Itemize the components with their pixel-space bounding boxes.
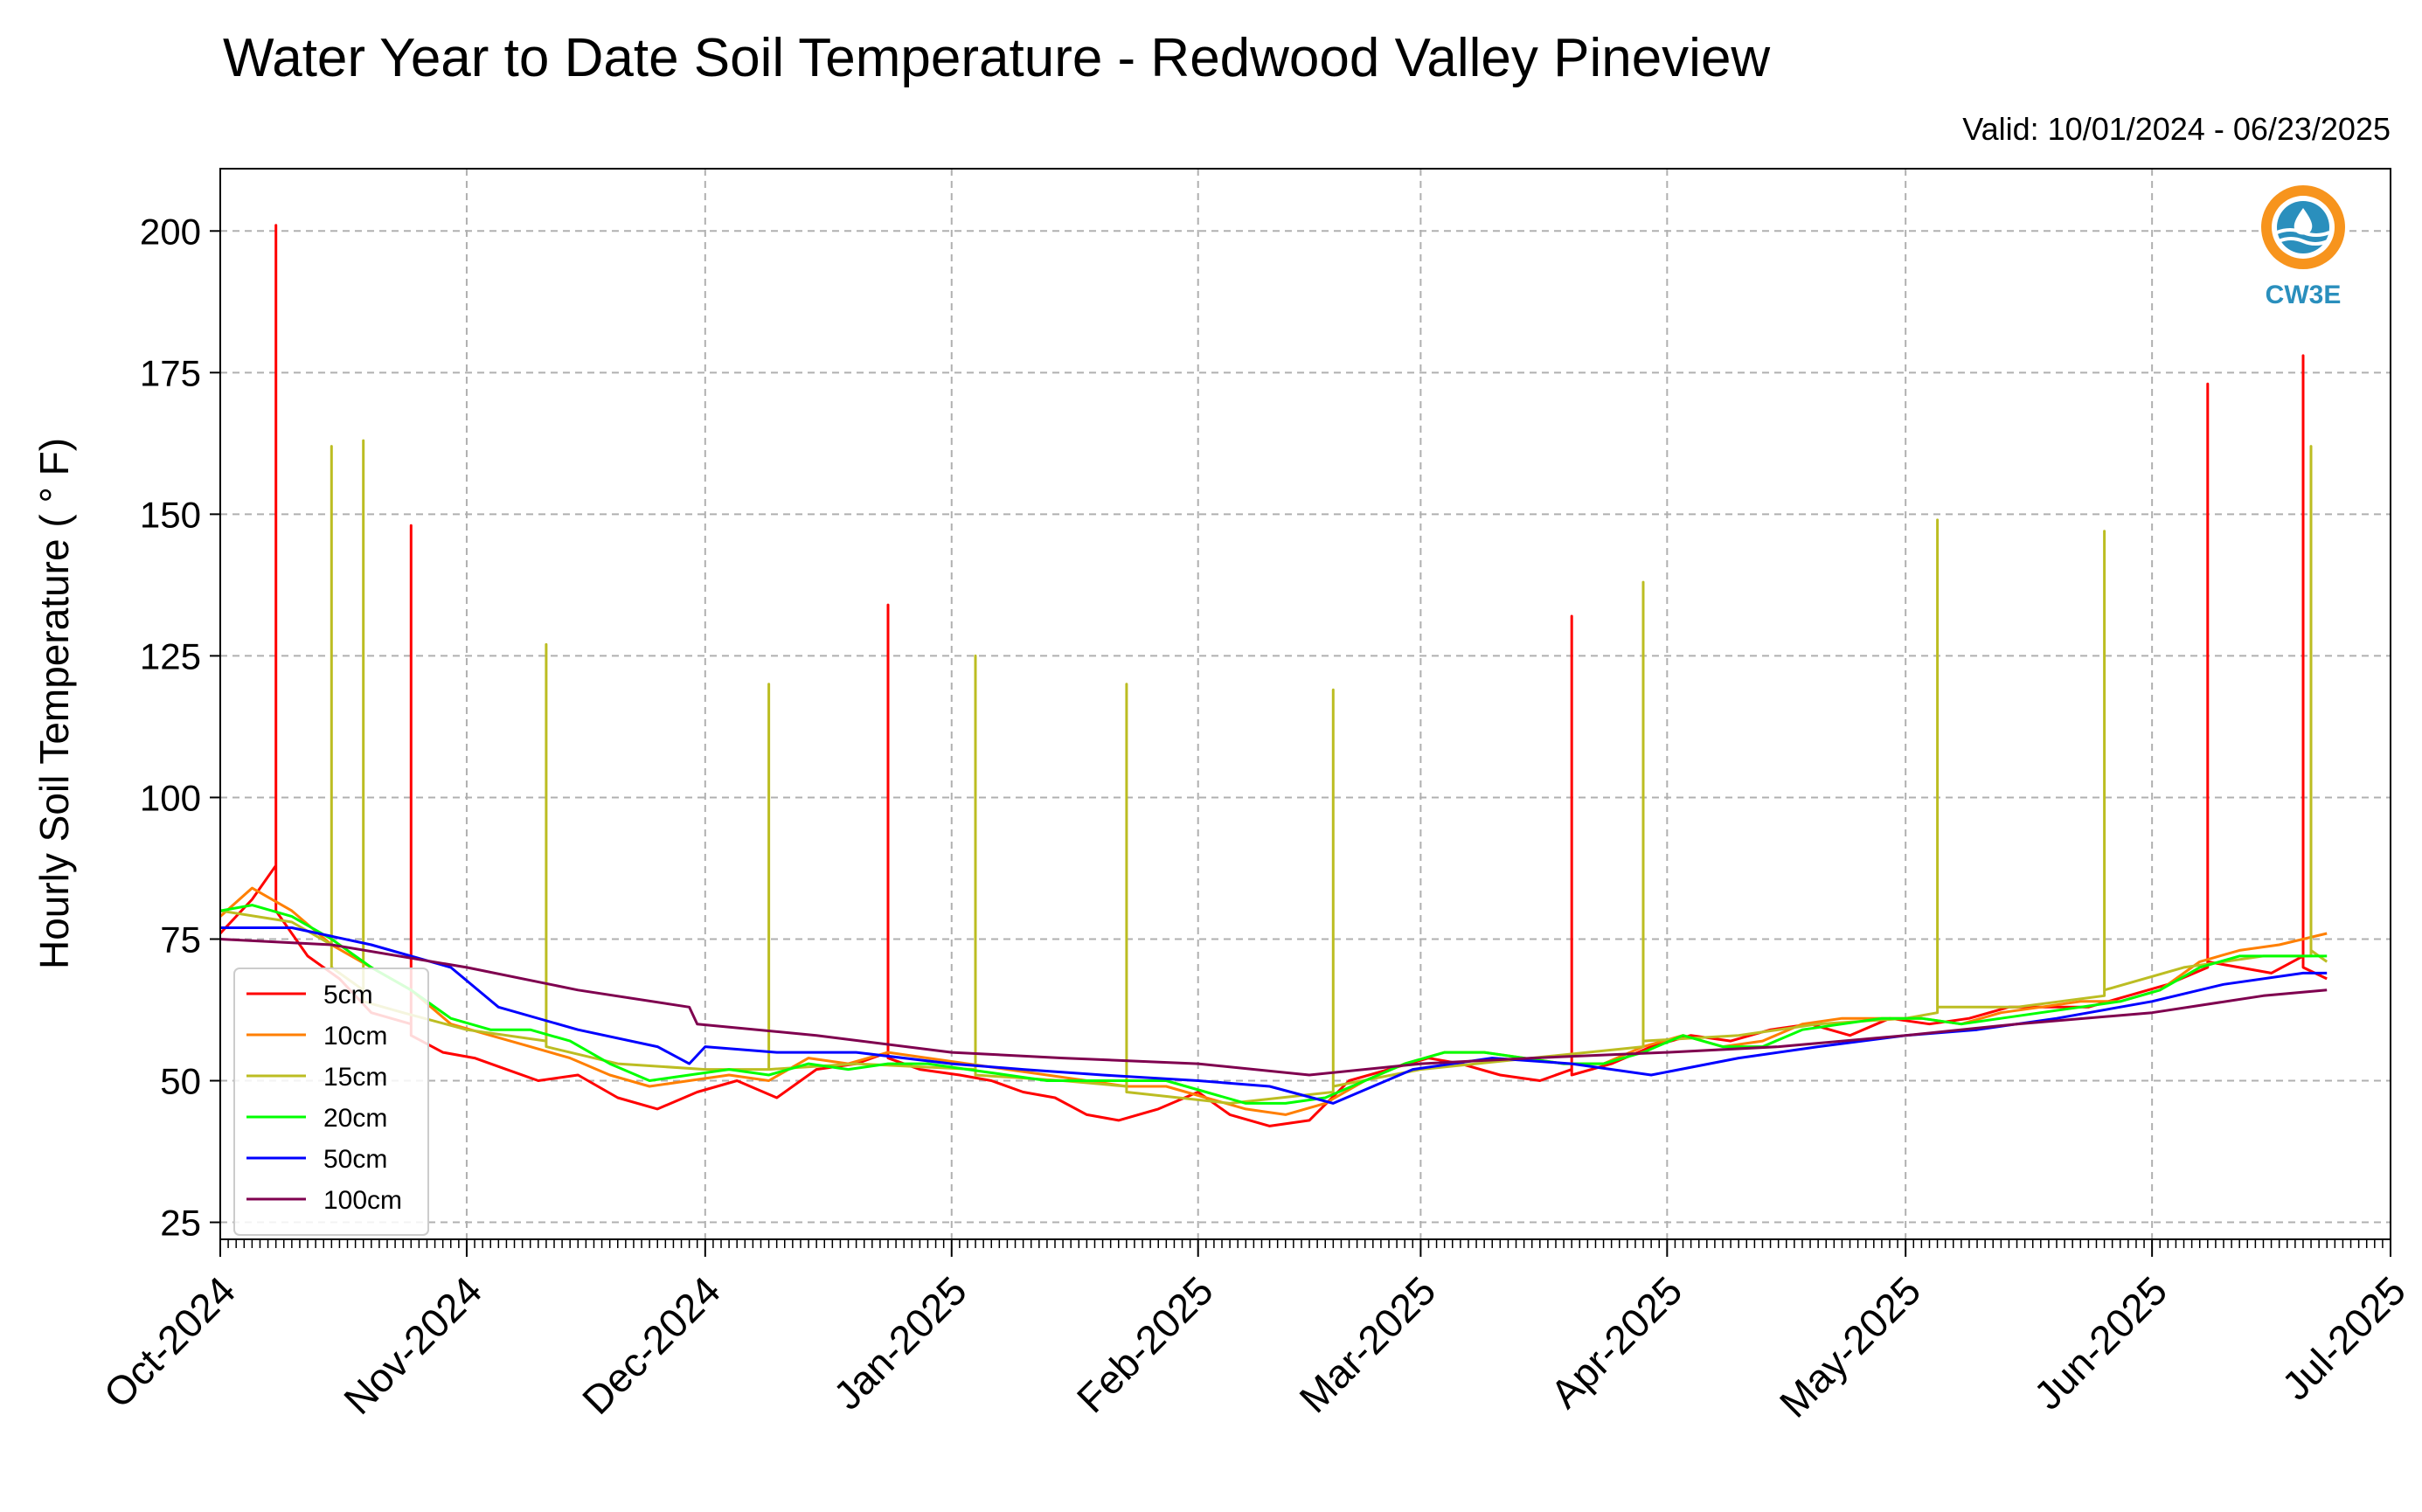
legend-label: 50cm	[323, 1145, 387, 1174]
cw3e-logo: CW3E	[2261, 185, 2345, 309]
y-tick-label: 175	[140, 352, 201, 393]
legend-label: 20cm	[323, 1104, 387, 1133]
y-tick-label: 150	[140, 494, 201, 535]
grid-lines	[220, 169, 2391, 1239]
legend-label: 10cm	[323, 1022, 387, 1051]
series-line-20cm	[219, 904, 2328, 1105]
y-tick-label: 200	[140, 211, 201, 252]
y-tick-label: 125	[140, 635, 201, 676]
y-tick-label: 50	[160, 1061, 201, 1102]
y-tick-label: 100	[140, 777, 201, 818]
logo-text: CW3E	[2266, 281, 2342, 309]
legend-label: 100cm	[323, 1186, 402, 1215]
plot-frame	[219, 168, 2391, 1240]
chart-title: Water Year to Date Soil Temperature - Re…	[223, 28, 1770, 88]
y-tick-label: 25	[160, 1203, 201, 1244]
series-line-5cm	[219, 224, 2328, 1127]
y-tick-label: 75	[160, 919, 201, 960]
chart-legend: 5cm 10cm 15cm 20cm 50cm 100cm	[233, 968, 429, 1236]
y-axis: 25 50 75 100 125 150 175 200	[140, 211, 220, 1244]
legend-label: 5cm	[323, 981, 373, 1009]
chart-subtitle: Valid: 10/01/2024 - 06/23/2025	[1962, 111, 2391, 147]
y-axis-label: Hourly Soil Temperature ( ° F)	[31, 438, 77, 969]
legend-label: 15cm	[323, 1063, 387, 1092]
logo-drop-icon	[2294, 208, 2313, 235]
series-line-100cm	[219, 938, 2328, 1077]
